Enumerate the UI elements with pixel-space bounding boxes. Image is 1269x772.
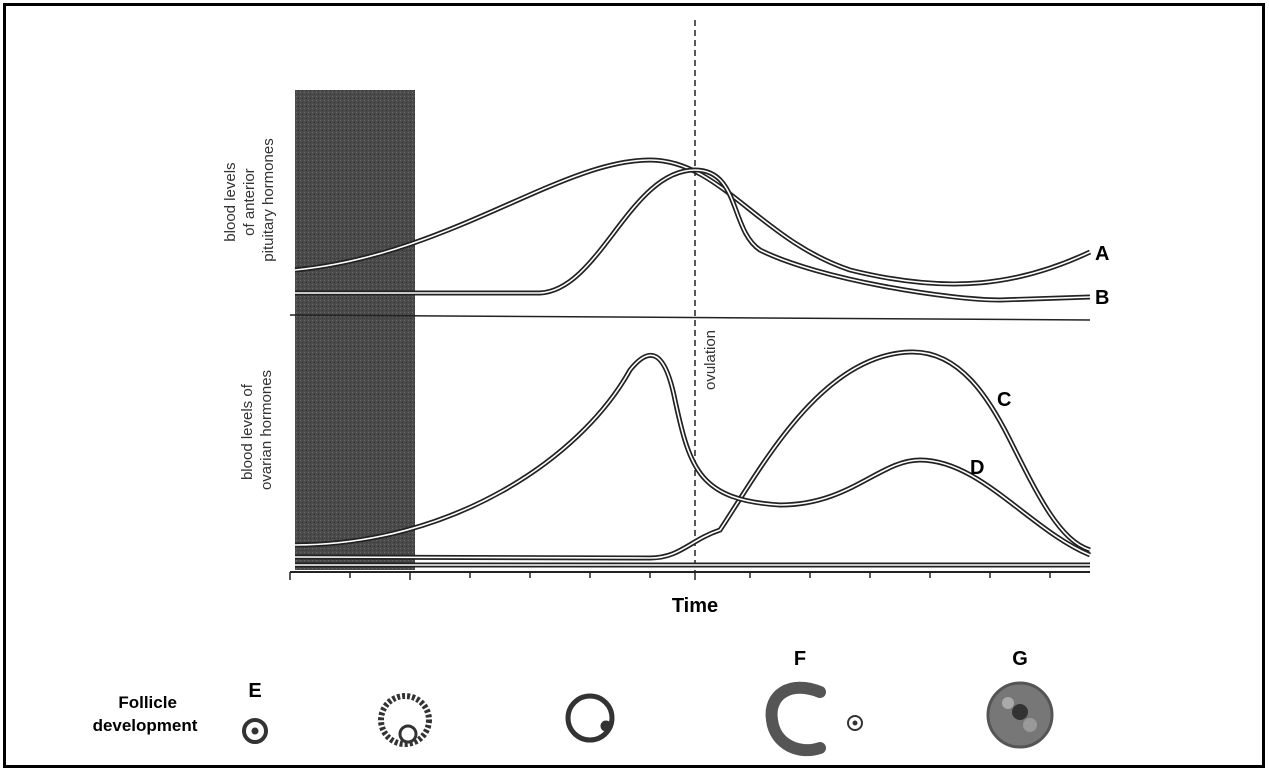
curve-label: A	[1095, 243, 1109, 265]
y-label: blood levels of ovarian hormones	[239, 370, 275, 490]
axis-ticks	[289, 572, 1051, 580]
follicle-label-line: development	[93, 716, 198, 735]
y-label-line: blood levels	[222, 162, 239, 241]
x-axis-label: Time	[672, 595, 718, 617]
menstruation-block	[295, 90, 415, 570]
follicle-icons	[242, 681, 1054, 757]
y-label-line: ovarian hormones	[258, 370, 275, 490]
frame	[3, 3, 1265, 768]
ovulation-label: ovulation	[702, 330, 719, 390]
curve-label: B	[1095, 287, 1109, 309]
y-label-line: blood levels of	[239, 383, 256, 480]
follicle-label-line: Follicle	[118, 693, 177, 712]
y-label-line: pituitary hormones	[260, 138, 277, 261]
stage-label: G	[1012, 648, 1028, 670]
curve-label: D	[970, 457, 984, 479]
follicle-label: Follicle development	[93, 693, 198, 735]
stage-label: E	[248, 680, 261, 702]
y-label: blood levels of anterior pituitary hormo…	[222, 138, 277, 261]
separator	[289, 314, 1091, 321]
y-label-line: of anterior	[241, 168, 258, 236]
curve-label: C	[997, 389, 1011, 411]
stage-label: F	[794, 648, 806, 670]
